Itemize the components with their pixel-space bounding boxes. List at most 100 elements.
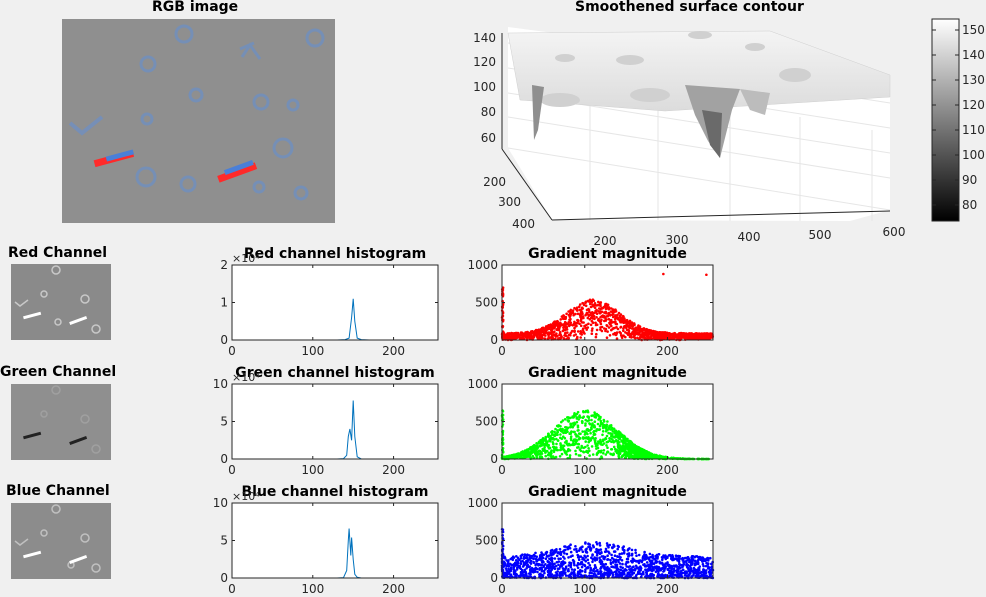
- scatter-point: [527, 554, 531, 557]
- scatter-point: [662, 331, 666, 335]
- scatter-point: [522, 555, 526, 559]
- scatter-point: [604, 329, 607, 333]
- scatter-point: [579, 432, 582, 436]
- y-tick-label: 0: [220, 333, 228, 347]
- scatter-point: [538, 441, 542, 445]
- scatter-point: [701, 560, 704, 563]
- scatter-point: [547, 443, 550, 447]
- scatter-point: [605, 571, 608, 575]
- scatter-point: [543, 446, 546, 449]
- scatter-point: [560, 564, 564, 568]
- scatter-point: [564, 430, 568, 433]
- red-channel-title: Red Channel: [8, 245, 108, 261]
- scatter-point: [609, 562, 613, 565]
- scatter-point: [652, 573, 655, 577]
- x-tick-label: 100: [301, 582, 324, 595]
- scatter-point: [619, 568, 622, 571]
- scatter-point: [601, 573, 604, 576]
- scatter-point: [581, 545, 584, 548]
- scatter-point: [543, 448, 546, 451]
- x-tick-label: 100: [573, 344, 596, 357]
- scatter-point: [626, 452, 629, 455]
- scatter-point: [677, 573, 681, 576]
- colorbar-tick-label: 150: [962, 23, 985, 37]
- x-tick-label: 100: [301, 344, 324, 357]
- scatter-point: [584, 445, 587, 449]
- scatter-point: [614, 447, 617, 451]
- scatter-point: [660, 333, 664, 337]
- scatter-point: [626, 437, 629, 441]
- scatter-point: [581, 315, 585, 318]
- scatter-point: [560, 437, 564, 441]
- scatter-point: [555, 323, 558, 326]
- scatter-point: [558, 455, 562, 458]
- scatter-point: [627, 455, 630, 458]
- scatter-point: [574, 440, 577, 443]
- scatter-point: [647, 331, 651, 335]
- scatter-point: [617, 545, 620, 549]
- scatter-point: [630, 570, 634, 574]
- scatter-point: [568, 573, 572, 576]
- scatter-point: [521, 569, 524, 572]
- scatter-point: [516, 556, 520, 560]
- scatter-point: [561, 429, 564, 432]
- scatter-point: [612, 543, 615, 547]
- scatter-point: [598, 310, 602, 314]
- scatter-point: [544, 551, 548, 554]
- scatter-point: [579, 318, 583, 322]
- scatter-point: [549, 455, 552, 458]
- scatter-point: [524, 331, 527, 334]
- scatter-point: [599, 322, 603, 326]
- scatter-point: [612, 435, 615, 438]
- scatter-point: [599, 569, 602, 573]
- scatter-point: [610, 434, 613, 438]
- scatter-point: [674, 573, 677, 577]
- scatter-point: [595, 312, 599, 316]
- scatter-point: [563, 545, 566, 548]
- scatter-point: [560, 560, 563, 564]
- scatter-point: [532, 334, 536, 338]
- y-tick-label: 1: [220, 296, 228, 310]
- scatter-point: [536, 570, 539, 574]
- y-tick-label: 0: [220, 452, 228, 466]
- scatter-point: [505, 569, 508, 572]
- scatter-point: [611, 453, 615, 457]
- red-channel-image: [11, 264, 111, 340]
- scatter-point: [563, 561, 567, 564]
- scatter-point: [675, 557, 679, 561]
- scatter-point: [594, 429, 598, 433]
- scatter-point: [561, 329, 565, 333]
- scatter-point: [618, 452, 622, 455]
- scatter-point: [615, 563, 619, 567]
- scatter-point: [696, 555, 700, 559]
- scatter-point: [515, 568, 519, 571]
- scatter-point: [677, 566, 681, 569]
- scatter-point: [626, 557, 630, 561]
- scatter-point: [705, 557, 709, 561]
- scatter-point: [610, 437, 613, 441]
- scatter-point: [543, 443, 547, 447]
- scatter-point: [631, 561, 634, 564]
- scatter-point: [640, 447, 644, 451]
- scatter-point: [567, 448, 570, 451]
- scatter-point: [626, 552, 629, 556]
- scatter-point: [633, 559, 637, 562]
- scatter-point: [685, 332, 688, 335]
- scatter-point: [559, 448, 562, 452]
- rgb-image-title: RGB image: [152, 0, 239, 15]
- scatter-point: [651, 332, 654, 335]
- scatter-point: [508, 562, 512, 566]
- scatter-point: [569, 565, 573, 569]
- scatter-point: [516, 336, 519, 339]
- scatter-point: [633, 452, 637, 456]
- scatter-point: [533, 568, 537, 571]
- colorbar-tick-label: 130: [962, 73, 985, 87]
- scatter-point: [710, 562, 713, 566]
- scatter-point: [523, 452, 527, 456]
- scatter-point: [580, 565, 584, 569]
- scatter-point: [697, 566, 700, 570]
- scatter-point: [535, 555, 538, 558]
- scatter-point: [663, 569, 666, 572]
- scatter-point: [560, 420, 563, 424]
- scatter-point: [657, 565, 661, 569]
